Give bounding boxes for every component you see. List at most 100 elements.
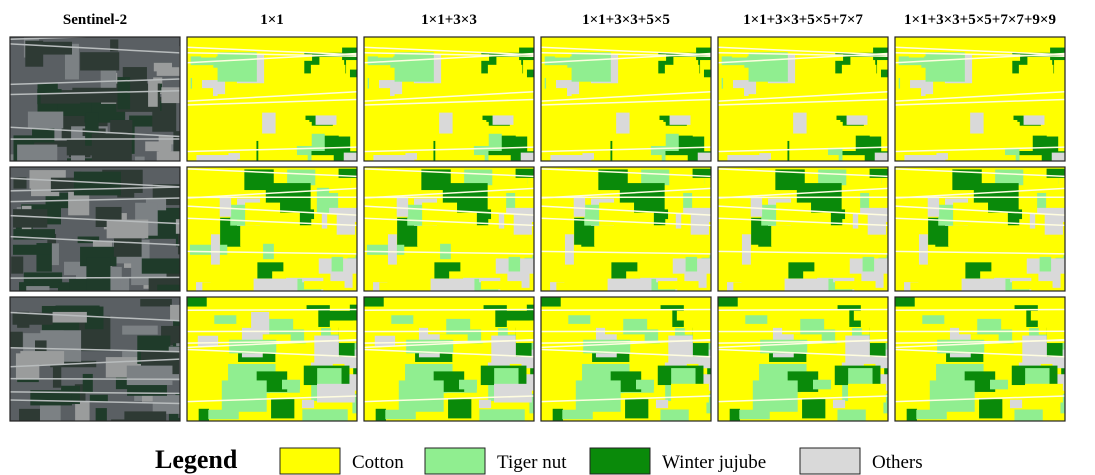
patch <box>397 197 408 217</box>
patch <box>35 340 47 352</box>
patch <box>928 197 939 217</box>
road <box>364 310 534 311</box>
map-content <box>10 34 203 182</box>
patch <box>367 65 390 78</box>
patch <box>686 257 698 272</box>
column-header: 1×1+3×3+5×5 <box>582 12 670 28</box>
patch <box>835 281 875 289</box>
patch <box>153 395 187 414</box>
patch <box>86 258 110 291</box>
patch <box>840 126 869 134</box>
satellite-image <box>10 167 208 312</box>
patch <box>254 279 298 299</box>
patch <box>775 226 786 250</box>
patch <box>421 226 432 250</box>
classification-map <box>895 297 1095 448</box>
patch <box>818 170 846 186</box>
patch <box>13 209 47 227</box>
patch <box>709 222 718 254</box>
patch <box>898 65 921 78</box>
patch <box>244 226 255 250</box>
patch <box>509 257 521 272</box>
patch <box>665 65 700 76</box>
patch <box>990 380 1008 390</box>
patch <box>20 351 64 364</box>
patch <box>750 120 768 148</box>
patch <box>140 299 172 307</box>
patch <box>121 278 130 296</box>
patch <box>142 258 183 273</box>
patch <box>544 65 567 78</box>
patch <box>608 279 652 299</box>
patch <box>316 115 337 124</box>
patch <box>1040 257 1052 272</box>
patch <box>80 52 119 70</box>
patch <box>145 141 171 151</box>
patch <box>1025 188 1037 213</box>
classification-map <box>187 167 380 313</box>
patch <box>111 419 126 454</box>
patch <box>493 115 514 124</box>
patch <box>902 123 922 140</box>
patch <box>636 380 654 390</box>
patch <box>309 126 338 134</box>
patch <box>486 126 515 134</box>
patch <box>568 315 590 324</box>
patch <box>1061 347 1092 376</box>
patch <box>365 297 384 306</box>
patch <box>598 226 609 250</box>
patch <box>971 244 982 259</box>
patch <box>658 281 698 289</box>
patch <box>220 197 231 217</box>
patch <box>927 120 945 148</box>
patch <box>219 120 237 148</box>
column-header: 1×1+3×3+5×5+7×7+9×9 <box>904 12 1056 28</box>
patch <box>488 65 523 76</box>
patch <box>852 78 866 95</box>
patch <box>553 409 563 439</box>
map-content <box>10 297 217 454</box>
patch <box>908 88 921 117</box>
satellite-image <box>10 297 217 454</box>
patch <box>562 410 592 420</box>
patch <box>916 410 946 420</box>
patch <box>379 282 395 297</box>
patch <box>431 279 475 299</box>
patch <box>479 400 491 408</box>
patch <box>548 123 568 140</box>
patch <box>154 63 172 72</box>
patch <box>922 315 944 324</box>
patch <box>1014 410 1042 436</box>
legend-label: Others <box>872 452 923 473</box>
patch <box>675 78 689 95</box>
patch <box>1031 311 1061 321</box>
patch <box>287 170 315 186</box>
patch <box>670 115 691 124</box>
patch <box>395 52 434 81</box>
patch <box>919 234 928 264</box>
classification-map <box>541 167 734 313</box>
patch <box>448 399 471 418</box>
patch <box>17 145 57 170</box>
patch <box>745 315 767 324</box>
legend-swatch <box>800 448 860 474</box>
legend-label: Cotton <box>352 452 404 473</box>
patch <box>609 421 654 449</box>
patch <box>367 177 380 188</box>
patch <box>83 374 93 393</box>
patch <box>211 234 220 264</box>
patch <box>306 410 334 436</box>
patch <box>739 410 769 420</box>
patch <box>907 409 917 439</box>
patch <box>440 244 451 259</box>
patch <box>302 400 314 408</box>
patch <box>124 411 166 439</box>
patch <box>671 384 709 403</box>
patch <box>190 177 203 188</box>
patch <box>208 410 238 420</box>
patch <box>663 126 692 134</box>
patch <box>414 373 426 408</box>
patch <box>75 401 89 429</box>
patch <box>117 77 130 109</box>
road <box>187 310 357 311</box>
